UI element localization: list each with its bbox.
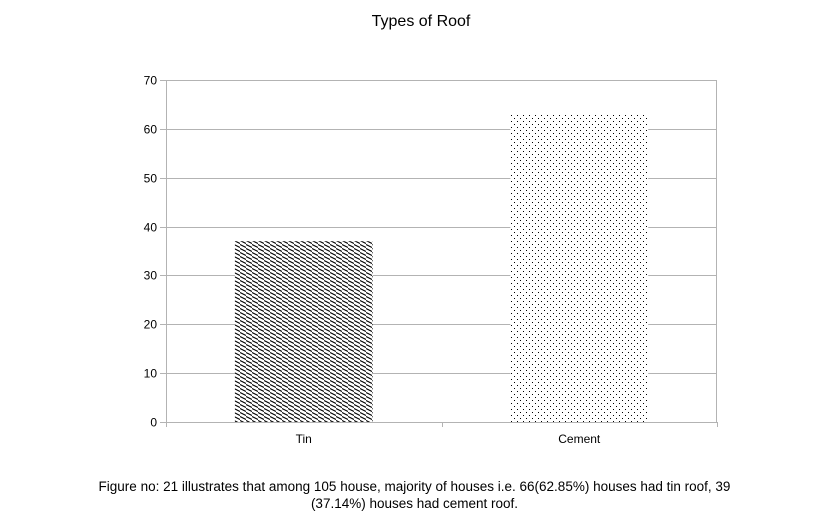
x-tick-labels: Tin Cement xyxy=(296,432,601,446)
x-tick-label-tin: Tin xyxy=(296,432,312,446)
y-tick-label: 10 xyxy=(144,367,158,381)
y-tick-label: 20 xyxy=(144,318,158,332)
caption-line-2: (37.14%) houses had cement roof. xyxy=(310,496,519,511)
y-tick-label: 40 xyxy=(144,221,158,235)
y-tick-labels: 0 10 20 30 40 50 60 70 xyxy=(144,74,158,430)
bars xyxy=(234,114,649,422)
axes xyxy=(166,80,718,427)
bar-chart: Types of Roof 0 10 20 30 40 50 60 70 Tin Cement xyxy=(144,13,718,446)
figure-caption: Figure no: 21 illustrates that among 105… xyxy=(40,478,789,512)
y-tick-label: 30 xyxy=(144,269,158,283)
x-tick-label-cement: Cement xyxy=(558,432,601,446)
y-tick-label: 50 xyxy=(144,172,158,186)
y-tick-label: 0 xyxy=(150,416,157,430)
chart-title: Types of Roof xyxy=(372,13,471,30)
y-tick-label: 60 xyxy=(144,123,158,137)
bar-cement xyxy=(510,114,649,422)
y-tick-label: 70 xyxy=(144,74,158,88)
bar-tin xyxy=(234,241,373,422)
caption-line-1: Figure no: 21 illustrates that among 105… xyxy=(98,479,731,494)
